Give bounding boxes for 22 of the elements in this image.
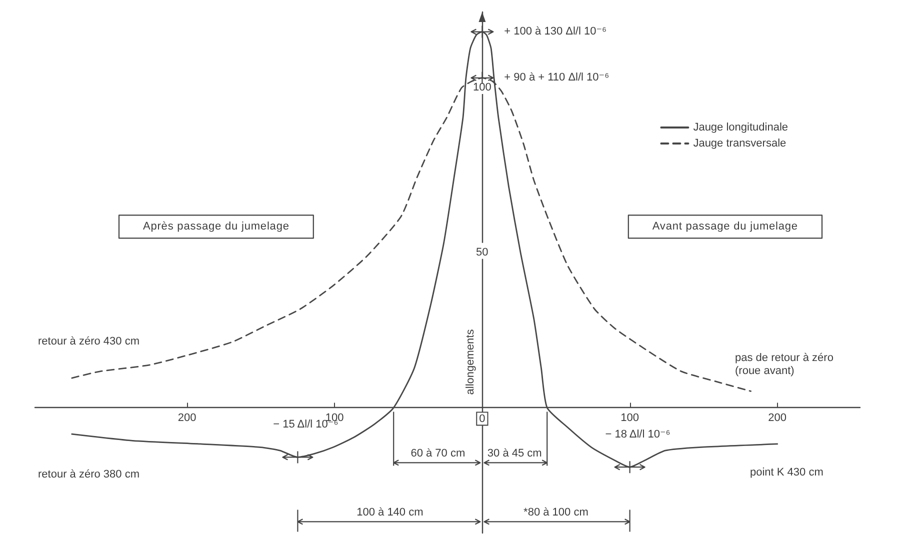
legend-label: Jauge transversale — [693, 138, 786, 150]
annotation: *80 à 100 cm — [524, 506, 588, 520]
annotation: − 18 Δl/l 10⁻⁶ — [605, 428, 670, 442]
x-tick-label: 100 — [620, 412, 639, 424]
annotation: Avant passage du jumelage — [652, 220, 798, 234]
annotation: point K 430 cm — [750, 466, 824, 480]
x-tick-label: 200 — [178, 412, 196, 424]
annotation: retour à zéro 380 cm — [38, 468, 140, 482]
annotation: 100 à 140 cm — [356, 506, 424, 520]
annotation: 30 à 45 cm — [487, 447, 542, 460]
y-axis-title: allongements — [464, 328, 478, 394]
annotation: + 100 à 130 Δl/l 10⁻⁶ — [504, 25, 607, 38]
annotation: 60 à 70 cm — [410, 447, 466, 460]
annotation: Après passage du jumelage — [142, 220, 290, 234]
x-tick-label: 200 — [768, 412, 787, 424]
annotation: + 90 à + 110 Δl/l 10⁻⁶ — [504, 71, 610, 84]
y-tick-label: 50 — [476, 246, 488, 258]
x-tick-label: 0 — [479, 413, 486, 426]
annotation: retour à zéro 430 cm — [38, 335, 140, 348]
annotation: − 15 Δl/l 10⁻⁶ — [273, 418, 338, 432]
legend-label: Jauge longitudinale — [693, 122, 788, 134]
annotation: pas de retour à zéro (roue avant) — [735, 352, 834, 378]
